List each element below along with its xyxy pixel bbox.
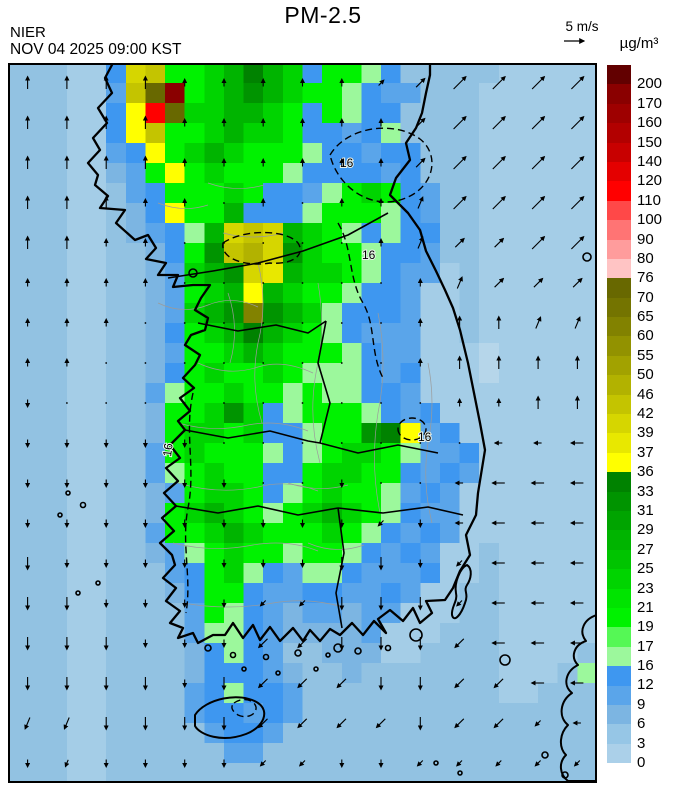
page-title: PM-2.5 — [284, 2, 362, 28]
wind-scale-label: 5 m/s — [565, 19, 599, 34]
colorbar-cell — [607, 103, 631, 124]
colorbar-cell — [607, 317, 631, 337]
colorbar-cell — [607, 181, 631, 201]
colorbar-tick-label: 0 — [637, 754, 646, 771]
colorbar-tick-label: 46 — [637, 385, 654, 403]
colorbar-tick-label: 36 — [637, 463, 654, 481]
colorbar-tick-label: 90 — [637, 230, 654, 248]
map-border — [8, 63, 597, 783]
colorbar-cell — [607, 724, 631, 744]
colorbar-tick-label: 33 — [637, 482, 654, 500]
colorbar-tick-label: 65 — [637, 308, 654, 326]
colorbar-tick-label: 70 — [637, 288, 654, 306]
coastline — [57, 61, 598, 782]
colorbar-tick-label: 39 — [637, 424, 654, 442]
colorbar-cell — [607, 123, 631, 143]
colorbar-tick-label: 110 — [637, 191, 661, 209]
colorbar-tick-label: 120 — [637, 172, 663, 190]
colorbar-cell — [607, 220, 631, 240]
colorbar-tick-label: 200 — [637, 75, 663, 93]
colorbar: 200 170 160 150 140 120 110 100 90 80 76 70 65 60 55 50… — [607, 65, 673, 770]
colorbar-cell — [607, 258, 631, 279]
colorbar-tick-label: 170 — [637, 94, 663, 112]
colorbar-tick-label: 16 — [637, 657, 654, 675]
colorbar-cell — [607, 375, 631, 395]
colorbar-cell — [607, 530, 631, 550]
colorbar-cell — [607, 200, 631, 221]
pm25-map: 16 16 16 16 — [8, 61, 598, 784]
colorbar-cell — [607, 84, 631, 104]
county-borders — [157, 182, 433, 608]
colorbar-cell — [607, 491, 631, 511]
colorbar-cell — [607, 549, 631, 570]
colorbar-tick-label: 76 — [637, 269, 654, 287]
colorbar-tick-label: 31 — [637, 501, 654, 519]
pm-grid — [8, 63, 598, 784]
colorbar-cell — [607, 666, 631, 686]
colorbar-cells — [607, 65, 631, 764]
colorbar-tick-label: 60 — [637, 327, 654, 345]
province-borders — [167, 212, 464, 629]
colorbar-tick-label: 6 — [637, 715, 646, 733]
svg-text:16: 16 — [160, 442, 176, 457]
colorbar-tick-label: 19 — [637, 618, 654, 636]
colorbar-tick-label: 140 — [637, 152, 663, 170]
colorbar-cell — [607, 414, 631, 434]
colorbar-cell — [607, 704, 631, 725]
colorbar-tick-label: 50 — [637, 366, 654, 384]
colorbar-cell — [607, 472, 631, 492]
agency-label: NIER — [10, 24, 46, 41]
colorbar-tick-label: 29 — [637, 521, 654, 539]
colorbar-cell — [607, 297, 631, 318]
colorbar-tick-label: 25 — [637, 560, 654, 578]
colorbar-tick-label: 80 — [637, 249, 654, 267]
colorbar-cell — [607, 627, 631, 647]
colorbar-cell — [607, 394, 631, 415]
colorbar-cell — [607, 452, 631, 473]
colorbar-tick-label: 160 — [637, 114, 663, 132]
wind-vectors — [24, 75, 585, 769]
wind-scale-arrow-icon — [564, 38, 586, 44]
colorbar-cell — [607, 355, 631, 376]
colorbar-tick-label: 12 — [637, 676, 654, 694]
svg-text:16: 16 — [418, 430, 432, 444]
colorbar-cell — [607, 607, 631, 628]
colorbar-cell — [607, 278, 631, 298]
colorbar-cell — [607, 336, 631, 356]
colorbar-tick-label: 17 — [637, 637, 654, 655]
colorbar-cell — [607, 239, 631, 259]
colorbar-cell — [607, 743, 631, 764]
colorbar-cell — [607, 142, 631, 162]
colorbar-tick-label: 21 — [637, 598, 654, 616]
colorbar-cell — [607, 588, 631, 608]
pm-contour-lines — [184, 127, 433, 718]
colorbar-tick-label: 3 — [637, 734, 646, 752]
colorbar-units-label: µg/m³ — [619, 35, 659, 52]
colorbar-tick-label: 150 — [637, 133, 663, 151]
colorbar-cell — [607, 433, 631, 453]
colorbar-tick-label: 23 — [637, 579, 654, 597]
colorbar-tick-label: 100 — [637, 211, 663, 229]
datetime-label: NOV 04 2025 09:00 KST — [10, 41, 182, 58]
colorbar-cell — [607, 161, 631, 182]
colorbar-cell — [607, 65, 631, 85]
colorbar-tick-label: 37 — [637, 443, 654, 461]
colorbar-tick-label: 55 — [637, 346, 654, 364]
svg-text:16: 16 — [362, 248, 376, 262]
colorbar-tick-label: 9 — [637, 695, 646, 713]
colorbar-cell — [607, 646, 631, 667]
colorbar-cell — [607, 510, 631, 531]
colorbar-tick-label: 42 — [637, 405, 654, 422]
colorbar-tick-label: 27 — [637, 540, 654, 558]
colorbar-cell — [607, 685, 631, 705]
colorbar-cell — [607, 569, 631, 589]
